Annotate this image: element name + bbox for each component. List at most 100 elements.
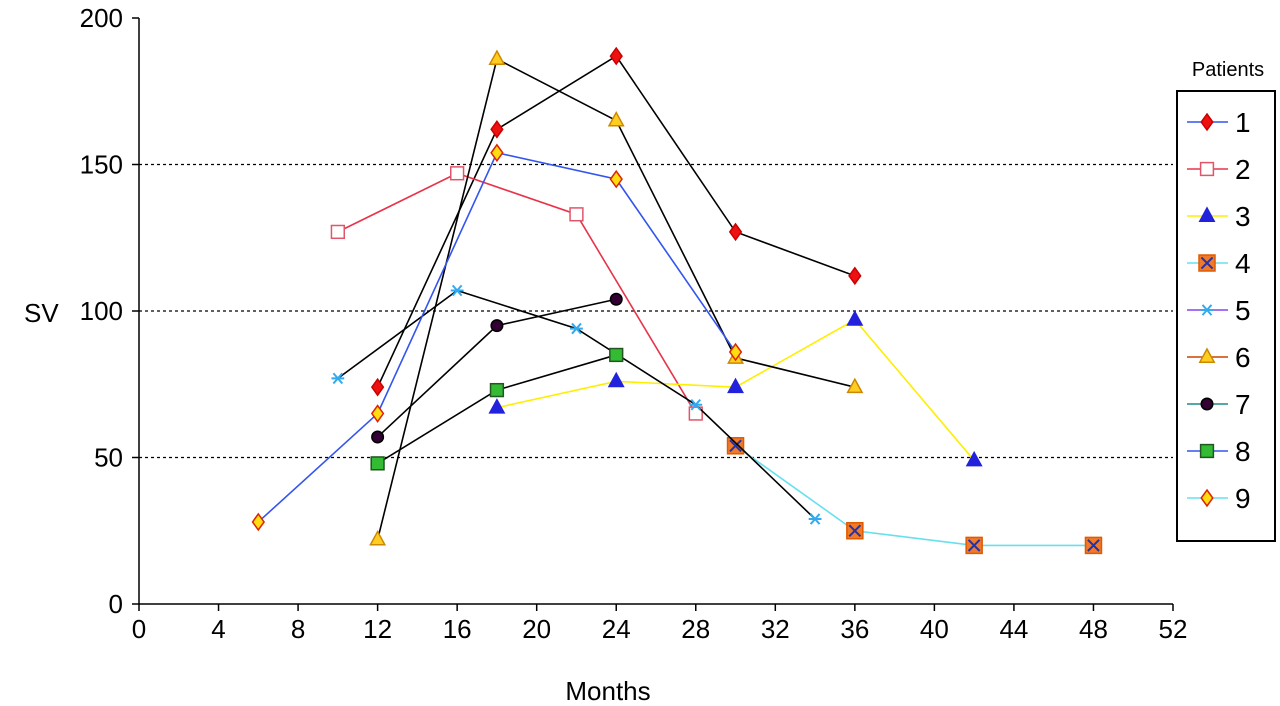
- y-tick-label-0: 0: [109, 589, 123, 619]
- series-6-point-4: [846, 377, 864, 394]
- legend-item-8: 8: [1187, 436, 1251, 467]
- series-5-point-0: [331, 372, 345, 385]
- series-5-point-3: [689, 398, 703, 411]
- series-9-point-4: [728, 342, 743, 362]
- series-2-point-1: [450, 166, 465, 181]
- series-1-point-1: [490, 120, 504, 139]
- series-4: [726, 437, 1103, 555]
- legend-item-7: 7: [1187, 389, 1251, 420]
- series-5-point-4: [808, 513, 822, 525]
- series-5: [331, 284, 822, 525]
- series-1-point-2: [609, 46, 623, 66]
- x-tick-label-28: 28: [681, 614, 710, 644]
- series-4-point-2-cross: [967, 539, 981, 552]
- x-tick-label-48: 48: [1079, 614, 1108, 644]
- series-9: [251, 143, 743, 532]
- grid-lines: [139, 163, 1173, 459]
- series-4-point-1-cross: [848, 524, 862, 538]
- series-2-line: [337, 172, 697, 414]
- legend-label-6: 6: [1235, 342, 1251, 373]
- y-axis-title: SV: [24, 298, 59, 328]
- legend-item-1: 1: [1187, 107, 1251, 138]
- y-tick-label-200: 200: [80, 3, 123, 33]
- x-tick-label-20: 20: [522, 614, 551, 644]
- x-tick-label-16: 16: [443, 614, 472, 644]
- y-tick-label-150: 150: [80, 150, 123, 180]
- legend-item-3: 3: [1187, 201, 1251, 232]
- legend-marker-9: [1200, 488, 1214, 508]
- series-6-point-1: [488, 49, 506, 65]
- series-4-point-1: [846, 522, 864, 540]
- series-8-point-2: [609, 347, 624, 363]
- x-tick-label-52: 52: [1159, 614, 1188, 644]
- legend-label-8: 8: [1235, 436, 1251, 467]
- legend-marker-1: [1200, 112, 1214, 132]
- x-tick-label-0: 0: [132, 614, 146, 644]
- series-2: [330, 166, 703, 421]
- legend-label-9: 9: [1235, 483, 1251, 514]
- x-tick-label-44: 44: [999, 614, 1028, 644]
- legend-label-1: 1: [1235, 107, 1251, 138]
- legend-marker-7: [1200, 397, 1214, 411]
- legend-marker-5: [1200, 304, 1214, 316]
- series-4-point-0-cross: [729, 439, 742, 453]
- series-1: [370, 46, 862, 397]
- y-tick-label-100: 100: [80, 296, 123, 326]
- legend-marker-8: [1199, 443, 1215, 459]
- x-axis-title: Months: [565, 676, 650, 706]
- series-3-point-3: [846, 310, 864, 326]
- series-7-point-1: [490, 319, 504, 333]
- legend-item-2: 2: [1187, 154, 1251, 185]
- series-8-point-1: [489, 382, 505, 398]
- series-9-point-2: [490, 143, 504, 163]
- series-4-line: [735, 445, 1094, 547]
- legend-item-5: 5: [1187, 295, 1251, 326]
- series-1-point-4: [848, 266, 862, 286]
- legend-items: 1 2 3 4 5 6 7 8 9: [1187, 107, 1251, 514]
- series-1-point-3: [728, 222, 743, 242]
- series-1-point-0: [370, 377, 385, 397]
- series-7-point-2: [609, 292, 623, 306]
- legend-label-7: 7: [1235, 389, 1251, 420]
- series-4-point-2: [965, 536, 983, 555]
- series-2-point-3: [688, 406, 703, 421]
- x-tick-label-40: 40: [920, 614, 949, 644]
- legend-item-6: 6: [1187, 342, 1251, 373]
- legend-marker-2: [1199, 161, 1215, 177]
- series-5-point-2: [570, 322, 583, 335]
- x-tick-label-8: 8: [291, 614, 305, 644]
- series-8-point-0: [370, 456, 385, 471]
- series-4-point-0: [726, 437, 745, 455]
- series-9-point-0: [251, 512, 265, 532]
- series-6-point-2: [607, 110, 625, 127]
- legend-label-4: 4: [1235, 248, 1251, 279]
- x-tick-label-24: 24: [602, 614, 631, 644]
- legend-box: [1176, 90, 1276, 542]
- legend-item-9: 9: [1187, 483, 1251, 514]
- legend-marker-3: [1198, 206, 1216, 222]
- series-9-point-1: [370, 404, 385, 423]
- series-1-line: [376, 55, 856, 388]
- series-7-point-0: [371, 430, 385, 444]
- series-3-point-1: [607, 371, 625, 388]
- legend-label-2: 2: [1235, 154, 1251, 185]
- legend-title: Patients: [1192, 59, 1264, 81]
- series-2-point-2: [569, 207, 584, 222]
- x-tick-label-4: 4: [211, 614, 225, 644]
- series-9-point-3: [609, 169, 623, 189]
- legend-marker-4-cross: [1200, 256, 1214, 270]
- y-tick-label-50: 50: [94, 443, 123, 473]
- series-5-point-1: [450, 284, 464, 297]
- x-tick-label-12: 12: [363, 614, 392, 644]
- series-4-point-3-cross: [1087, 539, 1100, 552]
- x-tick-label-36: 36: [840, 614, 869, 644]
- x-tick-label-32: 32: [761, 614, 790, 644]
- legend-label-3: 3: [1235, 201, 1251, 232]
- legend-label-5: 5: [1235, 295, 1251, 326]
- series-6-point-0: [369, 529, 387, 546]
- series-3-point-0: [488, 398, 506, 414]
- series-layer: [251, 46, 1103, 555]
- series-3-point-4: [965, 450, 983, 467]
